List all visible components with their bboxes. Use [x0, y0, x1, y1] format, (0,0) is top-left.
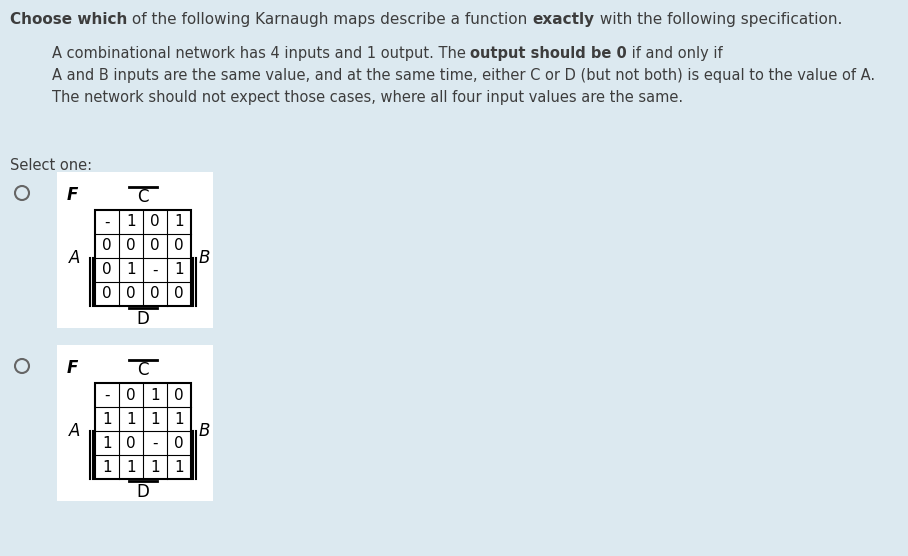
Text: -: - [153, 262, 158, 277]
Text: Select one:: Select one: [10, 158, 92, 173]
Text: 1: 1 [126, 215, 136, 230]
Text: 0: 0 [103, 286, 112, 301]
Text: 1: 1 [174, 459, 183, 474]
Text: exactly: exactly [532, 12, 595, 27]
Text: 0: 0 [126, 286, 136, 301]
Text: if and only if: if and only if [627, 46, 723, 61]
Text: 1: 1 [126, 459, 136, 474]
Text: 0: 0 [126, 435, 136, 450]
Text: 0: 0 [126, 388, 136, 403]
Text: A: A [69, 422, 81, 440]
Text: B: B [199, 422, 211, 440]
Text: 0: 0 [174, 239, 183, 254]
Text: 0: 0 [174, 286, 183, 301]
Bar [95, 383, 191, 479]
Text: 0: 0 [174, 435, 183, 450]
Text: Choose which: Choose which [10, 12, 127, 27]
Text: 0: 0 [150, 286, 160, 301]
Text: 1: 1 [126, 411, 136, 426]
Text: 1: 1 [103, 435, 112, 450]
Text: C: C [137, 361, 149, 379]
Text: 0: 0 [174, 388, 183, 403]
Text: A: A [69, 249, 81, 267]
Text: D: D [136, 483, 150, 501]
Text: The network should not expect those cases, where all four input values are the s: The network should not expect those case… [52, 90, 683, 105]
Text: with the following specification.: with the following specification. [595, 12, 842, 27]
Text: 1: 1 [150, 459, 160, 474]
Text: 1: 1 [174, 411, 183, 426]
Text: 1: 1 [150, 411, 160, 426]
Text: 1: 1 [174, 215, 183, 230]
Text: 1: 1 [174, 262, 183, 277]
Text: F: F [67, 186, 78, 204]
Text: -: - [104, 388, 110, 403]
Text: F: F [67, 359, 78, 377]
Text: 0: 0 [150, 215, 160, 230]
Text: A and B inputs are the same value, and at the same time, either C or D (but not : A and B inputs are the same value, and a… [52, 68, 875, 83]
Text: A combinational network has 4 inputs and 1 output. The: A combinational network has 4 inputs and… [52, 46, 470, 61]
Text: 1: 1 [150, 388, 160, 403]
Bar [57, 172, 213, 328]
Text: -: - [153, 435, 158, 450]
Text: -: - [104, 215, 110, 230]
Text: C: C [137, 188, 149, 206]
Text: 1: 1 [126, 262, 136, 277]
Text: 0: 0 [103, 239, 112, 254]
Text: 1: 1 [103, 411, 112, 426]
Text: D: D [136, 310, 150, 328]
Text: 0: 0 [150, 239, 160, 254]
Text: 0: 0 [103, 262, 112, 277]
Text: of the following Karnaugh maps describe a function: of the following Karnaugh maps describe … [127, 12, 532, 27]
Text: B: B [199, 249, 211, 267]
Text: output should be 0: output should be 0 [470, 46, 627, 61]
Text: 0: 0 [126, 239, 136, 254]
Bar [95, 210, 191, 306]
Text: 1: 1 [103, 459, 112, 474]
Bar [57, 345, 213, 501]
